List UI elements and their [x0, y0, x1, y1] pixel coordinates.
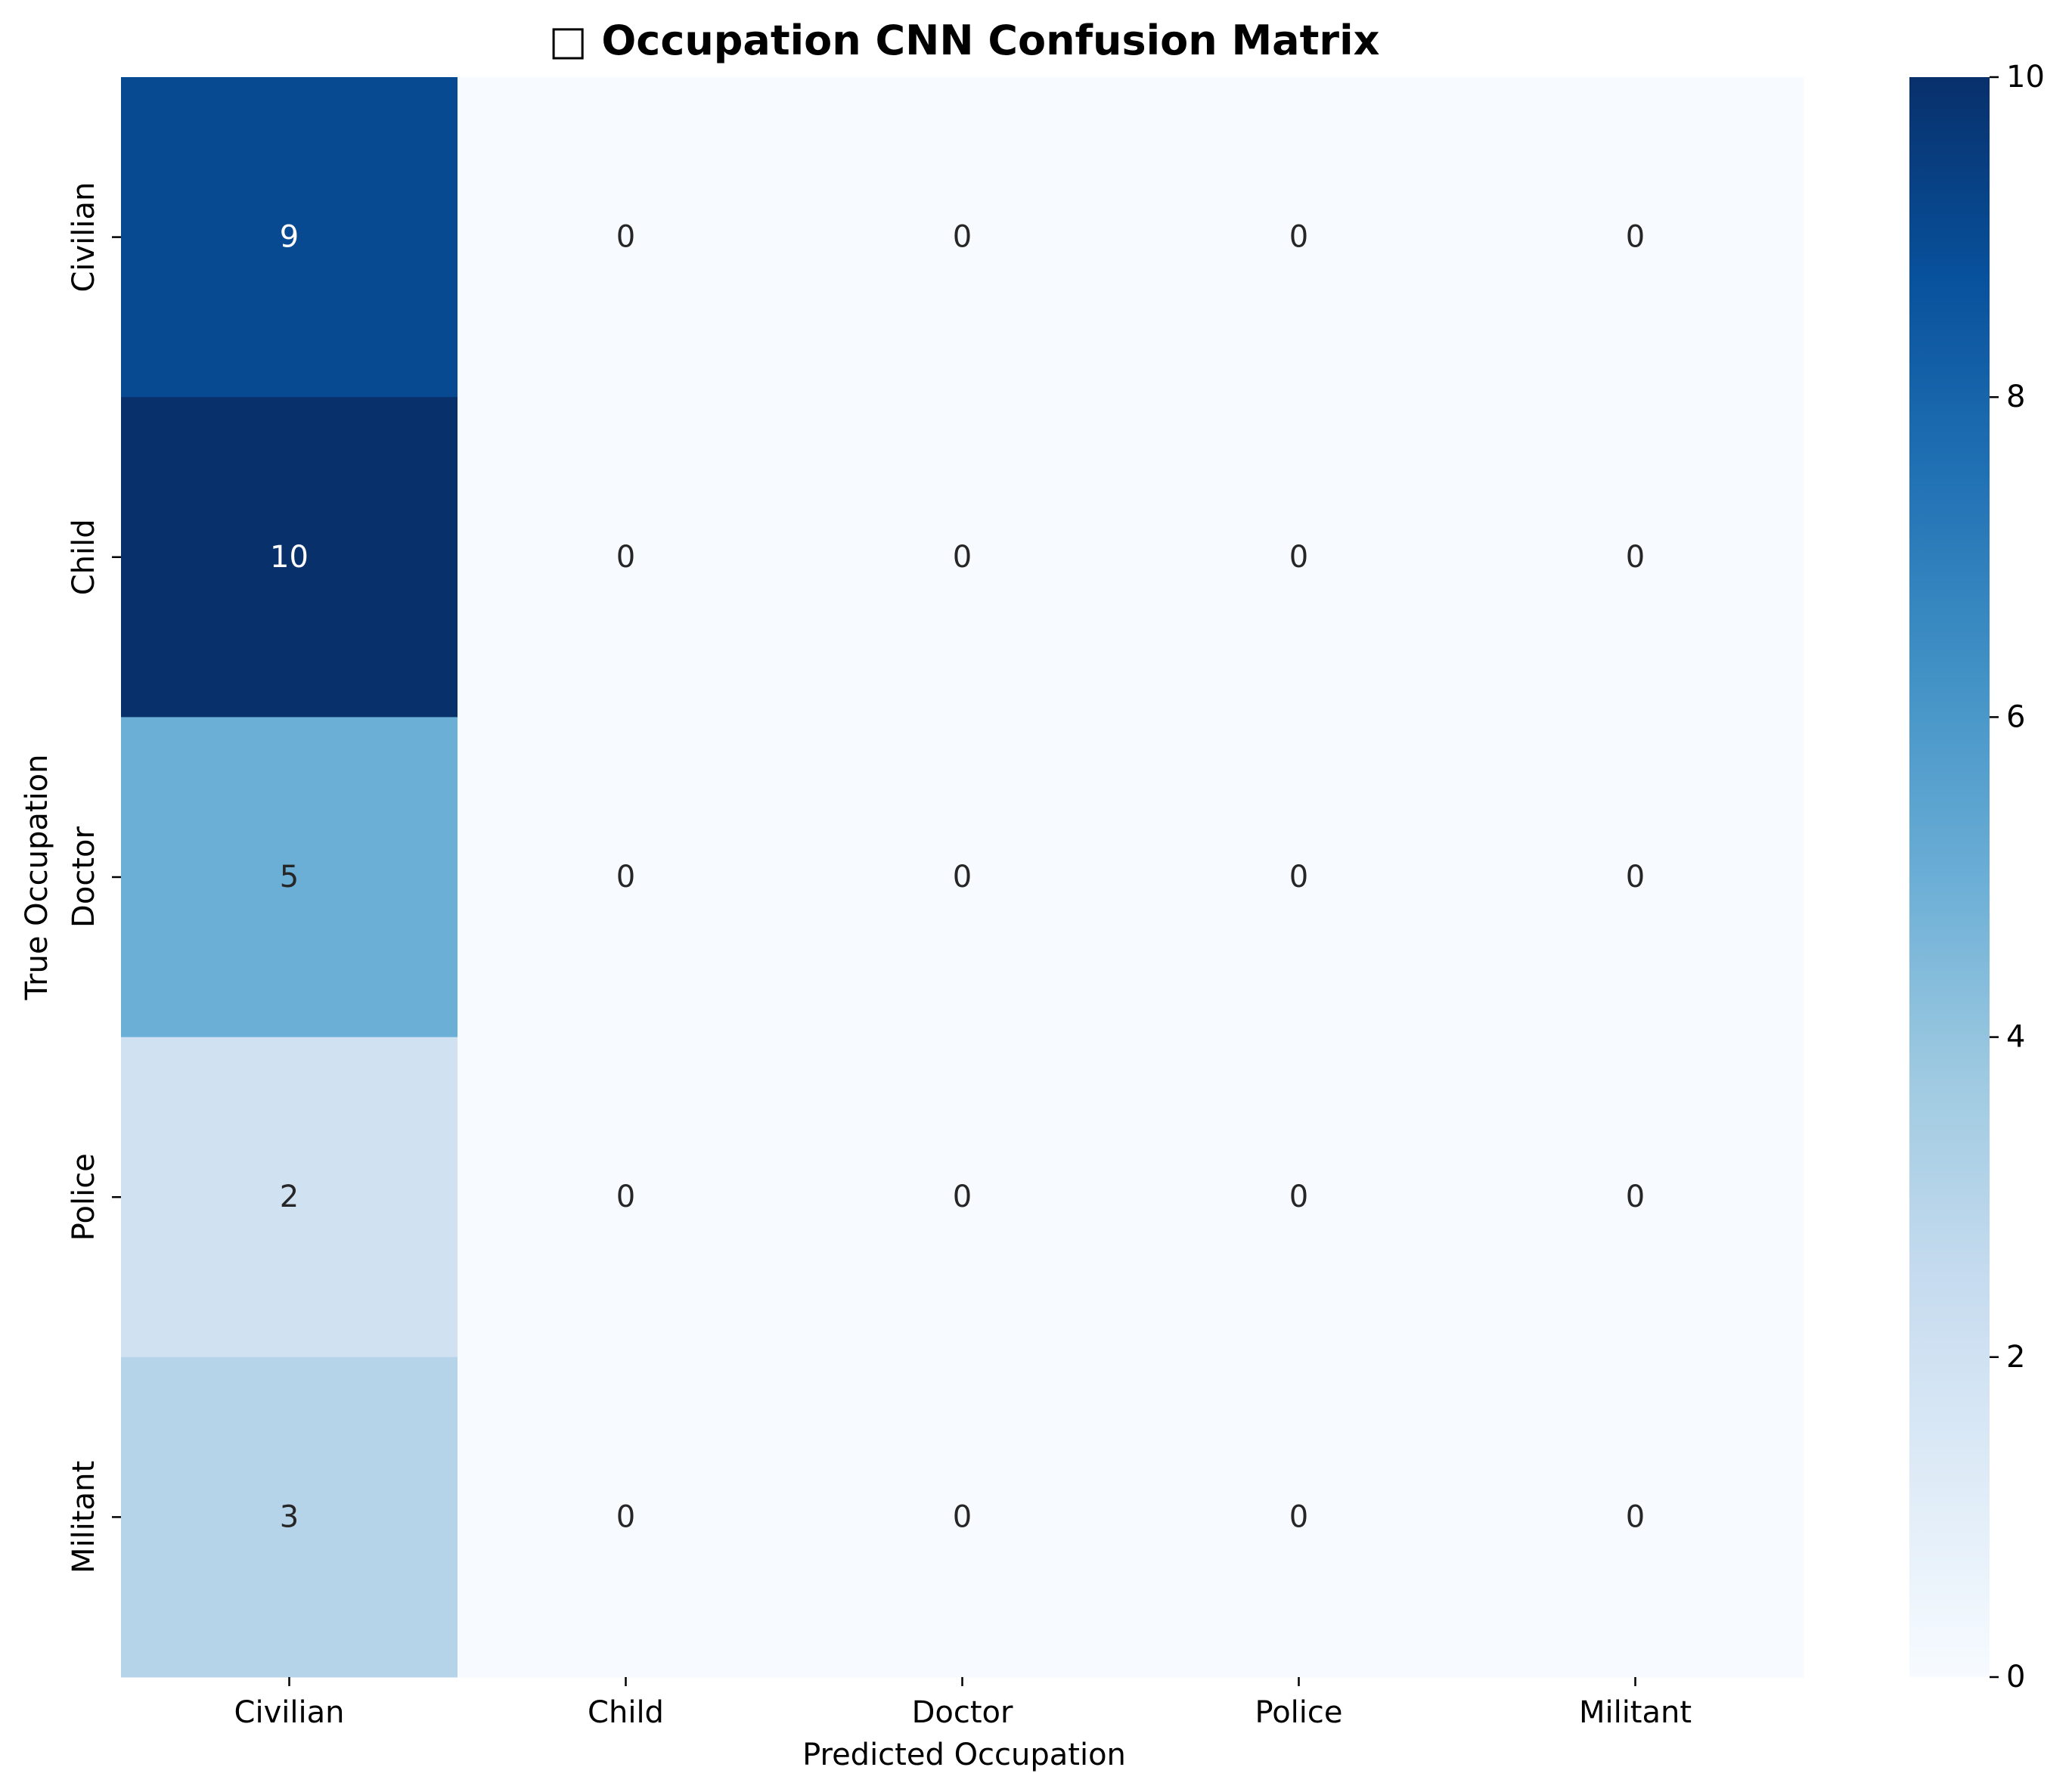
colorbar-tick-label: 10 — [2006, 60, 2045, 95]
heatmap-cell — [1467, 717, 1804, 1038]
x-tick-label: Police — [1255, 1695, 1343, 1730]
heatmap-cell — [121, 397, 458, 718]
heatmap-cell — [458, 717, 795, 1038]
heatmap-cell — [121, 1356, 458, 1678]
cell-value-label: 2 — [280, 1180, 299, 1214]
cell-value-label: 0 — [953, 860, 972, 894]
heatmap-cell-labels: 9 0 0 0 0 10 0 0 0 0 5 0 0 0 0 2 0 0 0 0 3 0 0 0 0 — [270, 220, 1645, 1535]
heatmap-cell — [1467, 77, 1804, 398]
y-tick-label: Doctor — [67, 826, 101, 928]
cell-value-label: 0 — [1289, 860, 1308, 894]
cell-value-label: 9 — [280, 220, 299, 255]
cell-value-label: 0 — [616, 1180, 635, 1214]
cell-value-label: 0 — [1289, 1499, 1308, 1534]
heatmap-cell — [1131, 1356, 1468, 1678]
cell-value-label: 3 — [280, 1499, 299, 1534]
colorbar-ticks: 0 2 4 6 8 10 — [1990, 60, 2045, 1694]
heatmap-cell — [794, 397, 1131, 718]
colorbar-tick-label: 4 — [2006, 1020, 2025, 1055]
heatmap-cell — [1131, 77, 1468, 398]
y-tick-label: Militant — [67, 1461, 101, 1573]
heatmap-cell — [458, 1356, 795, 1678]
y-tick-label: Civilian — [67, 182, 101, 293]
cell-value-label: 5 — [280, 860, 299, 894]
cell-value-label: 0 — [616, 540, 635, 575]
heatmap-cell — [794, 77, 1131, 398]
cell-value-label: 0 — [1626, 220, 1645, 255]
cell-value-label: 0 — [1626, 1499, 1645, 1534]
heatmap-cell — [1467, 1037, 1804, 1358]
cell-value-label: 0 — [616, 1499, 635, 1534]
y-axis-ticks: Civilian Child Doctor Police Militant — [67, 182, 121, 1573]
x-tick-label: Civilian — [234, 1695, 345, 1730]
heatmap-cell — [794, 717, 1131, 1038]
heatmap-cell — [1131, 717, 1468, 1038]
y-axis-label: True Occupation — [20, 754, 54, 1000]
colorbar-tick-label: 2 — [2006, 1340, 2025, 1375]
colorbar — [1909, 77, 1990, 1677]
cell-value-label: 0 — [953, 220, 972, 255]
cell-value-label: 0 — [616, 220, 635, 255]
heatmap-cell — [1131, 1037, 1468, 1358]
heatmap-cell — [458, 1037, 795, 1358]
x-axis-ticks: Civilian Child Doctor Police Militant — [234, 1677, 1692, 1730]
colorbar-tick-label: 8 — [2006, 380, 2025, 414]
heatmap-cell — [458, 77, 795, 398]
heatmap-cells — [121, 77, 1804, 1678]
heatmap-cell — [121, 717, 458, 1038]
x-tick-label: Doctor — [912, 1695, 1013, 1730]
x-axis-label: Predicted Occupation — [802, 1738, 1126, 1772]
cell-value-label: 0 — [953, 1180, 972, 1214]
heatmap-cell — [121, 77, 458, 398]
cell-value-label: 10 — [270, 540, 309, 575]
cell-value-label: 0 — [1289, 1180, 1308, 1214]
cell-value-label: 0 — [953, 1499, 972, 1534]
x-tick-label: Child — [588, 1695, 664, 1730]
heatmap-cell — [1467, 1356, 1804, 1678]
cell-value-label: 0 — [1289, 540, 1308, 575]
cell-value-label: 0 — [1626, 1180, 1645, 1214]
heatmap-cell — [1131, 397, 1468, 718]
colorbar-tick-label: 0 — [2006, 1660, 2025, 1694]
chart-title: □ Occupation CNN Confusion Matrix — [549, 17, 1380, 64]
heatmap-cell — [121, 1037, 458, 1358]
x-tick-label: Militant — [1579, 1695, 1692, 1730]
heatmap-cell — [794, 1037, 1131, 1358]
heatmap-cell — [1467, 397, 1804, 718]
cell-value-label: 0 — [1626, 860, 1645, 894]
heatmap-cell — [458, 397, 795, 718]
cell-value-label: 0 — [953, 540, 972, 575]
cell-value-label: 0 — [1626, 540, 1645, 575]
cell-value-label: 0 — [616, 860, 635, 894]
cell-value-label: 0 — [1289, 220, 1308, 255]
heatmap-cell — [794, 1356, 1131, 1678]
y-tick-label: Child — [67, 519, 101, 595]
y-tick-label: Police — [67, 1153, 101, 1241]
colorbar-tick-label: 6 — [2006, 699, 2025, 734]
